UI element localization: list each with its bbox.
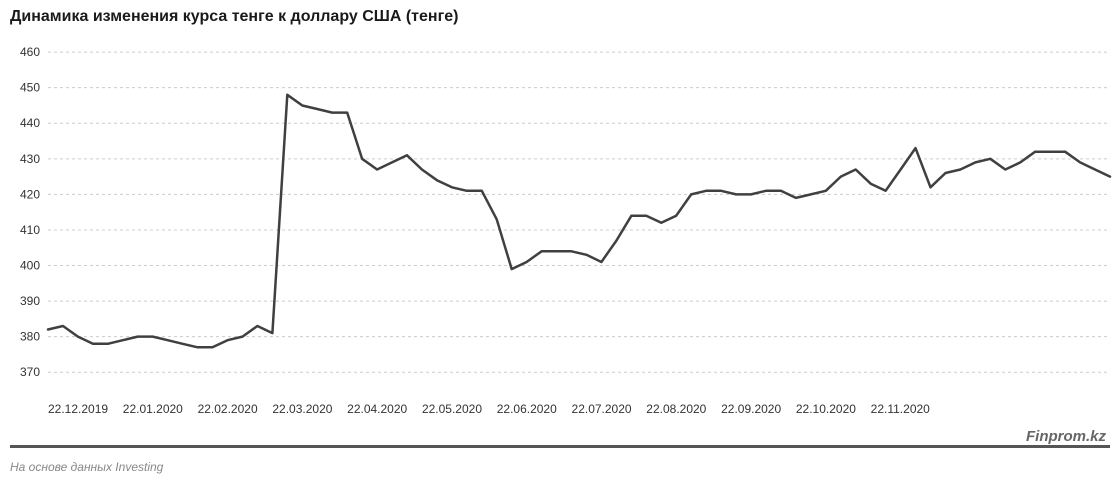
line-chart-svg: 370 380 390 400 410 420 430 440 450 460 22.12.2019… — [0, 35, 1120, 445]
x-tick-label: 22.05.2020 — [422, 402, 482, 416]
footer-divider — [10, 445, 1110, 448]
y-tick-label: 380 — [20, 330, 40, 344]
footnote: На основе данных Investing — [10, 460, 163, 474]
chart-area: 370 380 390 400 410 420 430 440 450 460 22.12.2019… — [0, 35, 1120, 445]
y-tick-label: 450 — [20, 81, 40, 95]
x-tick-label: 22.12.2019 — [48, 402, 108, 416]
y-tick-label: 440 — [20, 116, 40, 130]
y-tick-label: 400 — [20, 259, 40, 273]
exchange-rate-line — [48, 95, 1110, 347]
y-tick-label: 410 — [20, 223, 40, 237]
y-tick-label: 420 — [20, 187, 40, 201]
chart-title: Динамика изменения курса тенге к доллару… — [10, 8, 458, 26]
x-tick-label: 22.06.2020 — [497, 402, 557, 416]
x-tick-label: 22.09.2020 — [721, 402, 781, 416]
x-tick-label: 22.08.2020 — [646, 402, 706, 416]
source-label: Finprom.kz — [1026, 428, 1106, 445]
x-tick-label: 22.03.2020 — [272, 402, 332, 416]
x-tick-label: 22.11.2020 — [871, 402, 930, 416]
x-tick-label: 22.10.2020 — [796, 402, 856, 416]
y-tick-label: 430 — [20, 152, 40, 166]
y-tick-label: 370 — [20, 365, 40, 379]
y-tick-label: 460 — [20, 45, 40, 59]
x-tick-label: 22.02.2020 — [198, 402, 258, 416]
y-tick-label: 390 — [20, 294, 40, 308]
x-tick-label: 22.07.2020 — [572, 402, 632, 416]
x-tick-label: 22.04.2020 — [347, 402, 407, 416]
x-tick-label: 22.01.2020 — [123, 402, 183, 416]
